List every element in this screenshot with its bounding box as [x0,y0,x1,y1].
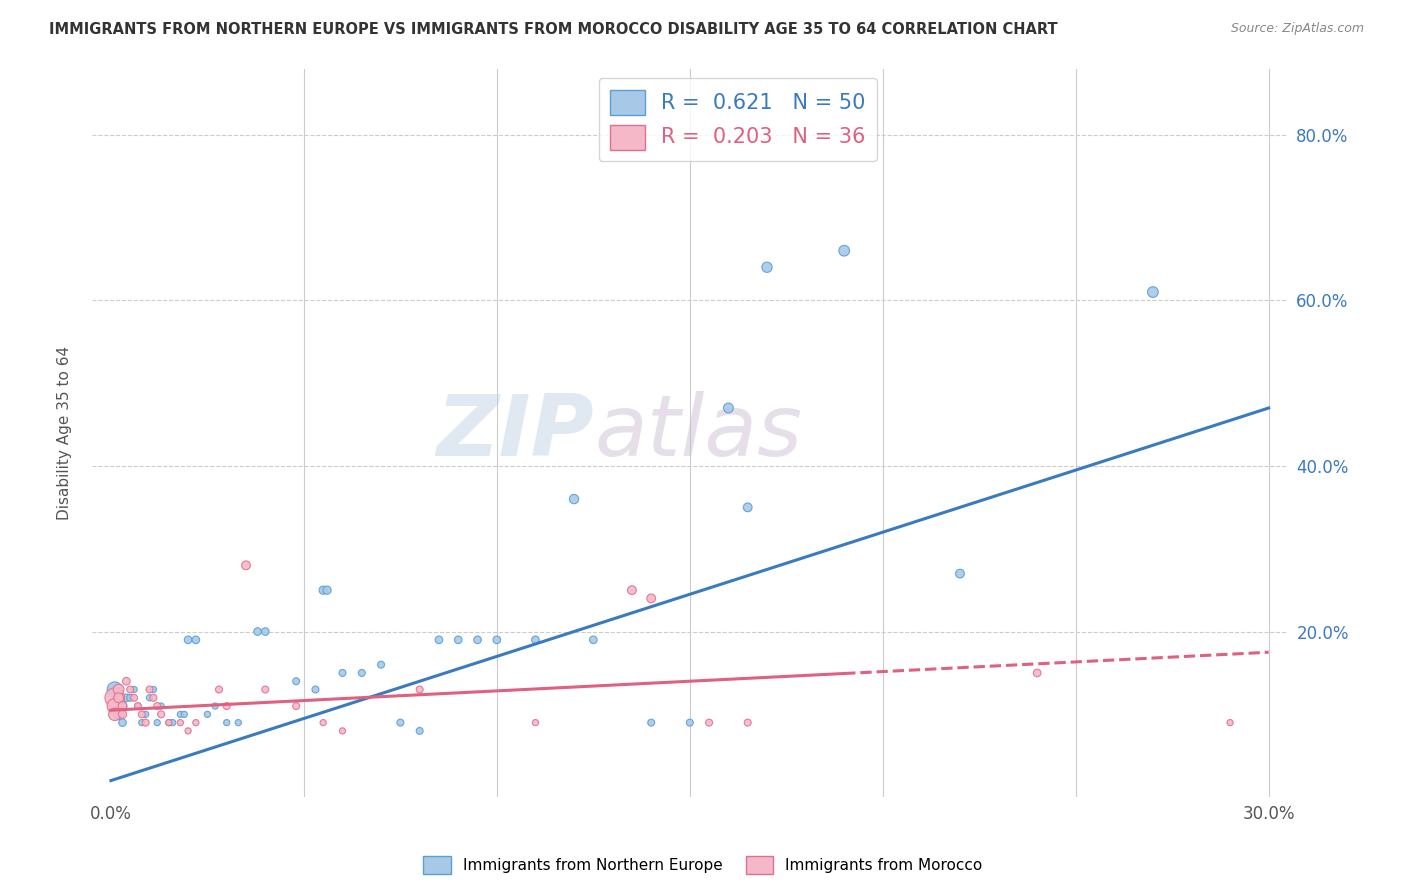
Point [146,699,169,714]
Point [142,690,165,705]
Point [1026,665,1049,680]
Point [467,632,489,647]
Point [107,707,129,722]
Point [226,715,249,730]
Point [127,699,149,714]
Point [208,682,231,697]
Point [146,715,169,730]
Point [120,682,142,697]
Point [150,699,173,714]
Text: Source: ZipAtlas.com: Source: ZipAtlas.com [1230,22,1364,36]
Point [235,558,257,573]
Point [254,624,277,639]
Point [107,690,129,705]
Point [447,632,470,647]
Point [582,632,605,647]
Point [640,715,662,730]
Point [737,500,759,515]
Point [427,632,450,647]
Point [169,715,191,730]
Point [131,715,153,730]
Point [177,723,200,738]
Point [142,682,165,697]
Point [254,682,277,697]
Point [215,715,238,730]
Point [717,401,740,415]
Point [107,682,129,697]
Point [127,699,149,714]
Point [162,715,184,730]
Point [832,244,855,258]
Point [115,674,138,689]
Point [408,682,430,697]
Y-axis label: Disability Age 35 to 64: Disability Age 35 to 64 [58,346,72,520]
Point [246,624,269,639]
Text: atlas: atlas [595,392,801,475]
Point [949,566,972,581]
Point [150,707,173,722]
Point [316,583,339,598]
Point [111,699,134,714]
Point [332,723,354,738]
Point [215,699,238,714]
Point [285,674,308,689]
Point [135,715,157,730]
Point [697,715,720,730]
Point [1219,715,1241,730]
Point [173,707,195,722]
Point [389,715,412,730]
Point [122,690,145,705]
Point [524,632,547,647]
Legend: Immigrants from Northern Europe, Immigrants from Morocco: Immigrants from Northern Europe, Immigra… [418,850,988,880]
Point [332,665,354,680]
Legend: R =  0.621   N = 50, R =  0.203   N = 36: R = 0.621 N = 50, R = 0.203 N = 36 [599,78,877,161]
Text: ZIP: ZIP [436,392,595,475]
Point [285,699,308,714]
Point [104,707,127,722]
Point [562,491,585,506]
Point [1142,285,1164,299]
Point [138,690,160,705]
Point [120,690,142,705]
Point [115,690,138,705]
Point [204,699,226,714]
Point [312,715,335,730]
Point [177,632,200,647]
Point [304,682,326,697]
Point [679,715,702,730]
Point [122,682,145,697]
Point [169,707,191,722]
Point [408,723,430,738]
Point [184,632,207,647]
Point [157,715,180,730]
Point [197,707,219,722]
Point [157,715,180,730]
Point [485,632,508,647]
Point [104,682,127,697]
Point [350,665,373,680]
Text: IMMIGRANTS FROM NORTHERN EUROPE VS IMMIGRANTS FROM MOROCCO DISABILITY AGE 35 TO : IMMIGRANTS FROM NORTHERN EUROPE VS IMMIG… [49,22,1057,37]
Point [138,682,160,697]
Point [737,715,759,730]
Point [104,699,127,714]
Point [524,715,547,730]
Point [104,690,127,705]
Point [620,583,643,598]
Point [135,707,157,722]
Point [184,715,207,730]
Point [312,583,335,598]
Point [111,707,134,722]
Point [756,260,779,275]
Point [131,707,153,722]
Point [370,657,392,672]
Point [111,699,134,714]
Point [640,591,662,606]
Point [111,715,134,730]
